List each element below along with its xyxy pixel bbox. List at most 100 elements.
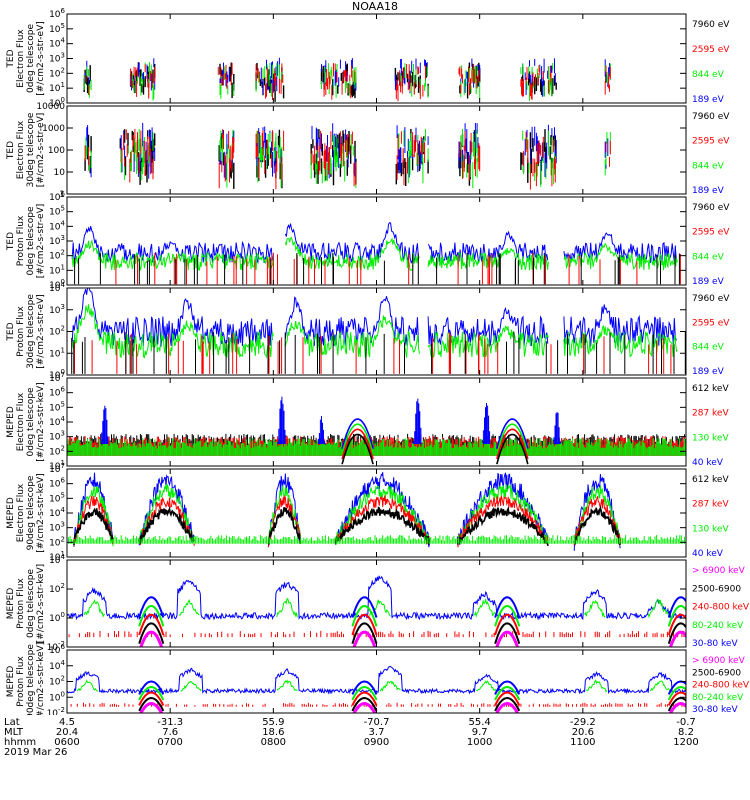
x-row-value: 1000 xyxy=(466,737,493,748)
series-black-bump-1 xyxy=(341,433,374,465)
series-black-saa-3 xyxy=(494,622,521,645)
series-blue-pass-1 xyxy=(73,472,114,547)
y-tick-label: 100 xyxy=(49,690,65,703)
series-green-pass-4 xyxy=(334,485,430,545)
y-tick-label: 10 xyxy=(54,168,66,178)
series-magenta-saa-2 xyxy=(352,630,377,647)
series-magenta-saa-4 xyxy=(668,630,686,647)
legend-entry: 189 eV xyxy=(692,95,725,105)
y-tick-label: 104 xyxy=(49,37,65,50)
series-red-window-5 xyxy=(311,130,357,187)
x-row-value: 18.6 xyxy=(262,727,285,738)
series-red-saa-4 xyxy=(667,691,686,706)
series-red-pass-3 xyxy=(267,495,301,548)
legend-entry: 2595 eV xyxy=(692,137,730,147)
series-red-window-3 xyxy=(217,62,233,89)
y-axis-label-line: Electron Flux xyxy=(16,120,26,179)
legend-entry: 2500-6900 xyxy=(692,668,741,678)
series-magenta-saa-1 xyxy=(139,630,164,647)
series-green-seg-4 xyxy=(563,325,678,358)
x-row-value: 4.5 xyxy=(59,717,75,728)
y-tick-label: 103 xyxy=(49,521,65,534)
legend-entry: 7960 eV xyxy=(692,203,730,213)
y-axis-label-line: TED xyxy=(6,232,16,251)
y-tick-label: 10-2 xyxy=(47,706,65,715)
series-green-burst-3 xyxy=(276,679,298,692)
series-green-saa-3 xyxy=(494,604,521,627)
legend-entry: 287 keV xyxy=(692,409,729,419)
series-blue-seg-4 xyxy=(563,232,677,264)
series-red-window-6 xyxy=(396,131,426,186)
x-row-label-hhmm: hhmm xyxy=(4,737,37,748)
series-green-bump-2 xyxy=(496,423,529,455)
legend-entry: 80-240 keV xyxy=(692,693,744,703)
series-green-window-5 xyxy=(310,134,357,188)
y-axis-label-line: Proton Flux xyxy=(16,578,26,629)
legend-entry: 612 keV xyxy=(692,475,729,485)
series-green-saa-1 xyxy=(138,604,165,627)
y-tick-label: 105 xyxy=(49,205,65,218)
series-red-window-4 xyxy=(255,63,284,100)
series-green-burst-5 xyxy=(474,598,496,618)
y-tick-label: 105 xyxy=(49,400,65,413)
x-row-label-mlt: MLT xyxy=(4,727,23,738)
x-row-value: -31.3 xyxy=(157,717,184,728)
y-tick-label: 102 xyxy=(49,249,65,262)
series-red-window-7 xyxy=(459,131,481,181)
series-blue-saa-3 xyxy=(494,680,521,695)
y-axis-label-line: Electron Flux xyxy=(16,29,26,88)
legend-entry: 40 keV xyxy=(692,458,724,468)
series-red xyxy=(115,252,681,285)
y-axis-label-line: 0deg telescope xyxy=(26,24,36,94)
series-green-pass-6 xyxy=(573,485,621,546)
y-axis-label-line: [#/cm2-s-str-keV] xyxy=(36,642,46,715)
series-red-pass-6 xyxy=(573,496,621,546)
x-row-value: 0900 xyxy=(363,737,390,748)
series-magenta-saa-3 xyxy=(495,701,520,713)
series-green-burst-5 xyxy=(475,680,498,693)
series-red-window-9 xyxy=(605,140,611,167)
panel-1-frame xyxy=(66,13,687,104)
series-blue-saa-2 xyxy=(351,596,378,618)
series-green-saa-4 xyxy=(667,604,686,627)
series-blue xyxy=(67,665,686,695)
series-red-window-2 xyxy=(121,128,154,183)
series-magenta-saa-1 xyxy=(139,701,164,713)
series-green-saa-2 xyxy=(351,604,378,627)
series-red-window-8 xyxy=(523,131,556,190)
series-red-saa-1 xyxy=(138,613,165,636)
y-tick-label: 100 xyxy=(49,611,65,624)
legend-entry: 30-80 keV xyxy=(692,705,738,715)
series-black-window-1 xyxy=(84,134,92,174)
legend-entry: 612 keV xyxy=(692,384,729,394)
series-green-burst-4 xyxy=(379,680,401,692)
series-black-saa-1 xyxy=(138,622,165,645)
legend-entry: 2595 eV xyxy=(692,45,730,55)
x-row-value: 1200 xyxy=(673,737,699,748)
x-row-value: -0.7 xyxy=(676,717,696,728)
series-black-pass-1 xyxy=(73,507,114,546)
y-axis-label-line: TED xyxy=(6,141,16,160)
series-black xyxy=(74,252,680,285)
y-tick-label: 104 xyxy=(49,506,65,519)
series-black-pass-3 xyxy=(267,507,302,545)
legend-entry: 189 eV xyxy=(692,367,725,377)
series-green-pass-3 xyxy=(267,485,301,545)
x-row-value: 9.7 xyxy=(471,727,488,738)
series-red-window-3 xyxy=(218,129,235,189)
y-axis-label-line: [#/cm2-s-str-eV] xyxy=(36,113,46,188)
panel-1-data xyxy=(83,57,611,102)
series-green-burst-2 xyxy=(180,680,202,692)
y-tick-label: 1000 xyxy=(42,124,65,134)
series-green-window-8 xyxy=(520,63,554,101)
series-green-pass-5 xyxy=(457,484,549,543)
series-green-saa-3 xyxy=(494,685,521,701)
y-tick-label: 104 xyxy=(49,659,65,672)
x-row-value: 55.4 xyxy=(468,717,491,728)
x-row-label-lat: Lat xyxy=(4,717,20,728)
x-row-value: 0700 xyxy=(157,737,183,748)
series-green-burst-1 xyxy=(76,679,99,692)
series-blue-saa-3 xyxy=(494,596,521,618)
series-black xyxy=(71,331,686,374)
